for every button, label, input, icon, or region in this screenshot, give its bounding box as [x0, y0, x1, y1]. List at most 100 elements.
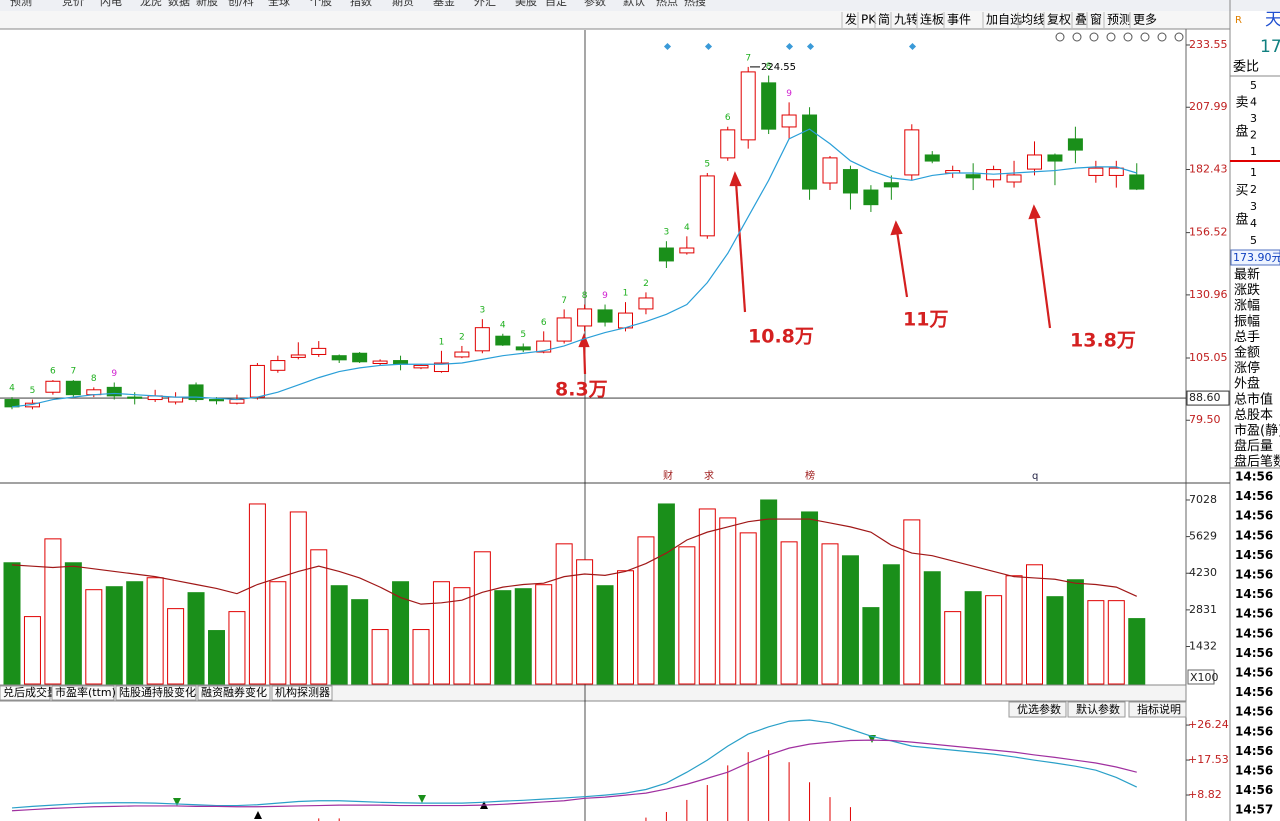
- buy-level: 4: [1250, 217, 1257, 230]
- quote-field: 总市值: [1234, 391, 1273, 407]
- toolbar-button[interactable]: 事件: [947, 13, 971, 27]
- candle-body: [474, 327, 490, 352]
- candle-body: [413, 364, 429, 369]
- candle-body: [556, 317, 572, 342]
- candle-body: [822, 157, 838, 184]
- event-marker[interactable]: q: [1032, 471, 1038, 482]
- tick-time: 14:56: [1235, 528, 1273, 542]
- menu-item[interactable]: 预测: [10, 0, 32, 8]
- menu-item[interactable]: 新股: [196, 0, 218, 8]
- indicator-button[interactable]: [1128, 701, 1187, 718]
- volume-bar: [1066, 579, 1084, 685]
- volume-bar: [494, 590, 512, 685]
- toolbar-button[interactable]: 窗: [1090, 13, 1102, 27]
- toolbar-button[interactable]: 加自选: [986, 13, 1022, 27]
- menu-item[interactable]: 期货: [392, 0, 414, 8]
- candle-body: [433, 362, 449, 373]
- menu-item[interactable]: 参数: [584, 0, 606, 8]
- candle-body: [1067, 138, 1083, 151]
- toolbar-button[interactable]: PK: [861, 13, 877, 27]
- y-tick-label: 156.52: [1189, 226, 1228, 239]
- toolbar-button[interactable]: 九转: [894, 12, 918, 27]
- y-tick-label: 79.50: [1189, 413, 1221, 426]
- volume-bar: [801, 511, 819, 685]
- td-count: 7: [561, 296, 567, 306]
- quote-field: 总手: [1234, 330, 1260, 345]
- indicator-button-label[interactable]: 优选参数: [1017, 702, 1061, 716]
- annotation: 11万: [903, 309, 948, 331]
- tab-label[interactable]: 机构探测器: [275, 685, 330, 699]
- y-tick-label: +8.82: [1188, 788, 1222, 801]
- menu-item[interactable]: 自定: [545, 0, 567, 8]
- candle-body: [45, 380, 61, 393]
- tab-label[interactable]: 兑后成交量: [3, 685, 58, 699]
- menu-item[interactable]: 闪电: [100, 0, 122, 8]
- tab[interactable]: [271, 685, 333, 701]
- y-tick-label: 4230: [1189, 566, 1217, 579]
- volume-bar: [657, 503, 675, 685]
- buy-level: 3: [1250, 200, 1257, 213]
- sell-level: 4: [1250, 96, 1257, 109]
- menu-item[interactable]: 默认: [623, 0, 645, 8]
- menu-item[interactable]: 全球: [268, 0, 290, 8]
- menu-item[interactable]: 创/科: [228, 0, 254, 8]
- toolbar-button[interactable]: 均线: [1021, 13, 1045, 27]
- menu-item[interactable]: 指数: [350, 0, 372, 8]
- tick-time: 14:56: [1235, 607, 1273, 621]
- max-label: 224.55: [761, 62, 796, 73]
- toolbar-button[interactable]: 连板: [920, 12, 944, 27]
- menu-item[interactable]: 热搜: [684, 0, 706, 8]
- menu-item[interactable]: 外汇: [474, 0, 496, 8]
- annotation: 13.8万: [1070, 330, 1136, 352]
- indicator-button[interactable]: [1008, 701, 1067, 718]
- menu-item[interactable]: 基金: [433, 0, 455, 8]
- menu-item[interactable]: 美股: [515, 0, 537, 8]
- candle-body: [515, 346, 531, 351]
- toolbar-button[interactable]: 简: [878, 13, 890, 27]
- indicator-button-label[interactable]: 默认参数: [1076, 702, 1120, 716]
- tab[interactable]: [0, 685, 51, 701]
- annotation-arrows: [578, 171, 1052, 375]
- quote-field: 涨停: [1234, 360, 1260, 376]
- toolbar-button[interactable]: 发: [845, 12, 857, 27]
- event-marker[interactable]: 求: [704, 470, 714, 482]
- tab[interactable]: [197, 685, 271, 701]
- toolbar-button[interactable]: 复权: [1047, 13, 1071, 27]
- menu-item[interactable]: 热点: [656, 0, 678, 8]
- tab-label[interactable]: 市盈率(ttm): [55, 685, 116, 699]
- ma-line: [11, 128, 1137, 408]
- candle-body: [761, 82, 777, 130]
- menu-item[interactable]: 竞价: [62, 0, 84, 8]
- quote-field: 盘后量: [1234, 438, 1273, 454]
- td-count: 3: [664, 228, 670, 238]
- menu-item[interactable]: 个股: [310, 0, 332, 8]
- volume-bar: [289, 511, 307, 685]
- menu-item[interactable]: 龙虎: [140, 0, 162, 8]
- tab[interactable]: [51, 685, 115, 701]
- menu-item[interactable]: 数据: [168, 0, 190, 8]
- volume-bar: [1046, 596, 1064, 685]
- indicator-button-label[interactable]: 指标说明: [1137, 702, 1181, 716]
- chart-icons[interactable]: [1055, 32, 1184, 42]
- tab-label[interactable]: 陆股通持股变化: [119, 685, 196, 699]
- volume-bar: [637, 536, 655, 685]
- td-count: 6: [541, 318, 547, 328]
- toolbar-button[interactable]: 更多: [1133, 13, 1157, 27]
- volume-bar: [146, 577, 164, 685]
- indicator-button[interactable]: [1067, 701, 1126, 718]
- event-marker[interactable]: 财: [663, 469, 673, 482]
- toolbar-button[interactable]: 叠: [1075, 13, 1087, 27]
- sell-level: 3: [1250, 112, 1257, 125]
- candle-body: [188, 384, 204, 401]
- toolbar-button[interactable]: 预测: [1107, 13, 1131, 27]
- stock-price: 17: [1260, 37, 1280, 57]
- volume-bar: [392, 581, 410, 685]
- quote-field: 最新: [1234, 267, 1260, 283]
- quote-field: 振幅: [1234, 314, 1260, 329]
- tab[interactable]: [115, 685, 197, 701]
- candle-body: [802, 114, 818, 190]
- tab-label[interactable]: 融资融券变化: [201, 685, 267, 699]
- stock-name: 天: [1265, 10, 1280, 30]
- event-marker[interactable]: 榜: [805, 469, 815, 482]
